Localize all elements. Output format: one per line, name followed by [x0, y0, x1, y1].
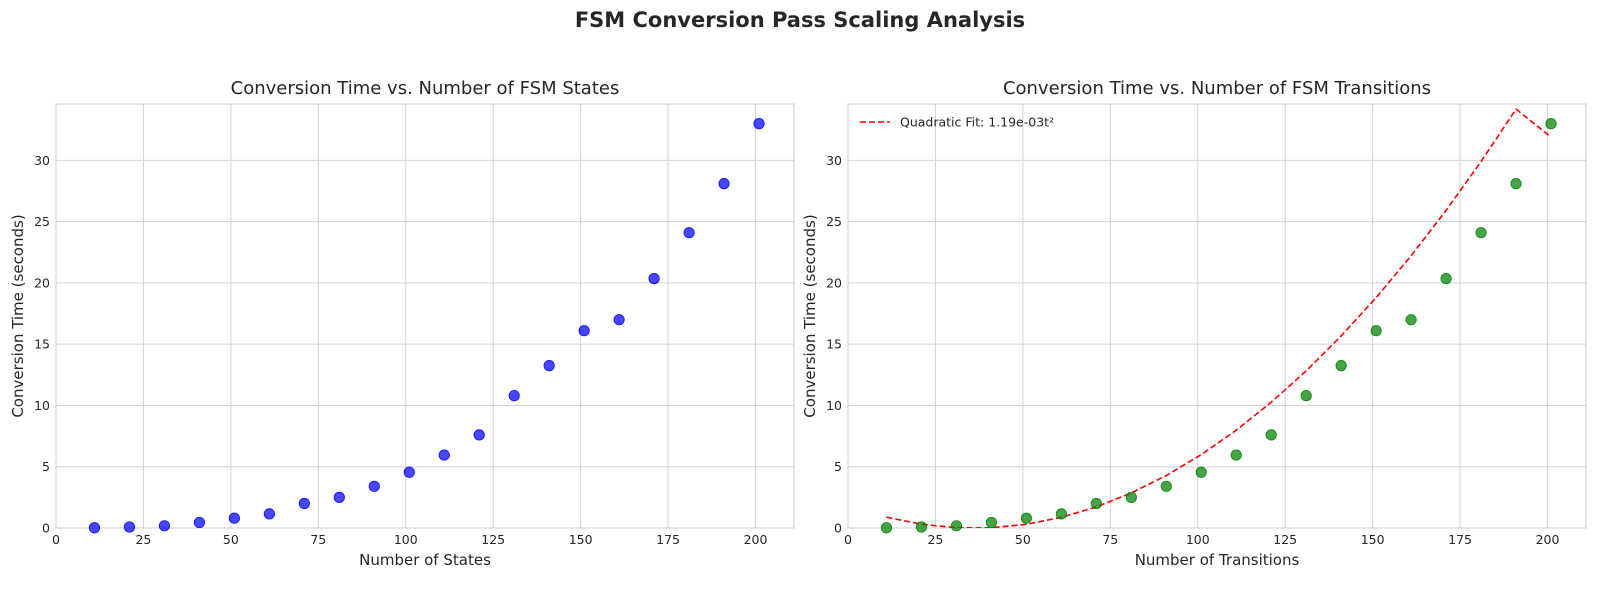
data-point [543, 360, 555, 372]
data-point [718, 178, 730, 190]
data-point [228, 512, 240, 524]
fit-line [886, 107, 1552, 528]
legend-label: Quadratic Fit: 1.19e-03t² [900, 115, 1054, 130]
data-point [1125, 491, 1137, 503]
data-point [1440, 273, 1452, 285]
x-tick-label: 25 [135, 532, 151, 547]
data-point [158, 520, 171, 532]
data-point [1055, 508, 1067, 520]
y-axis-label: Conversion Time (seconds) [801, 214, 819, 417]
chart-title: Conversion Time vs. Number of FSM States [231, 78, 620, 99]
x-tick-label: 50 [1015, 532, 1031, 547]
data-point [648, 273, 660, 285]
x-tick-label: 175 [1448, 532, 1472, 547]
data-point [1475, 227, 1487, 239]
data-point [473, 429, 485, 441]
data-point [1545, 118, 1557, 130]
data-point [915, 521, 928, 533]
axes-frame [55, 103, 795, 529]
data-point [880, 522, 893, 534]
y-tick-label: 5 [42, 459, 50, 474]
data-point [1020, 512, 1032, 524]
data-point [613, 314, 625, 326]
data-point [1230, 449, 1242, 461]
data-point [1370, 325, 1382, 337]
x-tick-label: 175 [656, 532, 680, 547]
figure-title: FSM Conversion Pass Scaling Analysis [574, 8, 1026, 32]
data-point [1195, 466, 1207, 478]
data-point [1510, 178, 1522, 190]
data-point [1090, 497, 1102, 510]
x-axis-label: Number of Transitions [1135, 551, 1300, 569]
data-point [368, 480, 380, 492]
data-point [1265, 429, 1277, 441]
data-point [123, 521, 136, 533]
y-tick-label: 30 [34, 153, 50, 168]
y-tick-label: 15 [34, 337, 50, 352]
x-tick-label: 150 [1361, 532, 1385, 547]
chart-title: Conversion Time vs. Number of FSM Transi… [1003, 78, 1431, 99]
y-tick-label: 5 [834, 459, 842, 474]
data-point [578, 325, 590, 337]
chart-panel-1: 0 25 50 75 100 125 150 175 200 0 5 10 15 20 25 30 Conver… [9, 78, 795, 569]
x-tick-label: 0 [52, 532, 60, 547]
chart-panel-2: 0 25 50 75 100 125 150 175 200 0 5 10 15 20 25 30 Conver… [801, 78, 1587, 569]
data-point [1160, 480, 1172, 492]
y-tick-label: 0 [42, 521, 50, 536]
x-tick-label: 100 [394, 532, 418, 547]
x-tick-label: 25 [927, 532, 943, 547]
data-point [508, 390, 520, 402]
axes-frame [847, 103, 1587, 529]
x-tick-label: 150 [569, 532, 593, 547]
data-point [950, 520, 963, 532]
data-point [1300, 390, 1312, 402]
y-tick-label: 20 [826, 275, 842, 290]
y-tick-label: 25 [34, 214, 50, 229]
data-point [333, 491, 345, 503]
y-tick-label: 0 [834, 521, 842, 536]
x-tick-label: 125 [481, 532, 505, 547]
y-tick-label: 10 [826, 398, 842, 413]
data-point [438, 449, 450, 461]
x-tick-label: 0 [844, 532, 852, 547]
x-tick-label: 200 [1536, 532, 1560, 547]
data-point [263, 508, 275, 520]
data-point [683, 227, 695, 239]
data-point [1405, 314, 1417, 326]
x-tick-label: 125 [1273, 532, 1297, 547]
data-point [88, 522, 101, 534]
data-point [1335, 360, 1347, 372]
y-tick-label: 25 [826, 214, 842, 229]
data-point [403, 466, 415, 478]
data-point [298, 497, 310, 510]
data-point [985, 516, 998, 529]
x-tick-label: 75 [1102, 532, 1118, 547]
x-tick-label: 50 [223, 532, 239, 547]
x-tick-label: 200 [744, 532, 768, 547]
x-tick-label: 100 [1186, 532, 1210, 547]
y-tick-label: 10 [34, 398, 50, 413]
y-tick-label: 15 [826, 337, 842, 352]
data-point [753, 118, 765, 130]
x-axis-label: Number of States [359, 551, 491, 569]
y-tick-label: 20 [34, 275, 50, 290]
data-point [193, 516, 206, 529]
y-axis-label: Conversion Time (seconds) [9, 214, 27, 417]
y-tick-label: 30 [826, 153, 842, 168]
x-tick-label: 75 [310, 532, 326, 547]
